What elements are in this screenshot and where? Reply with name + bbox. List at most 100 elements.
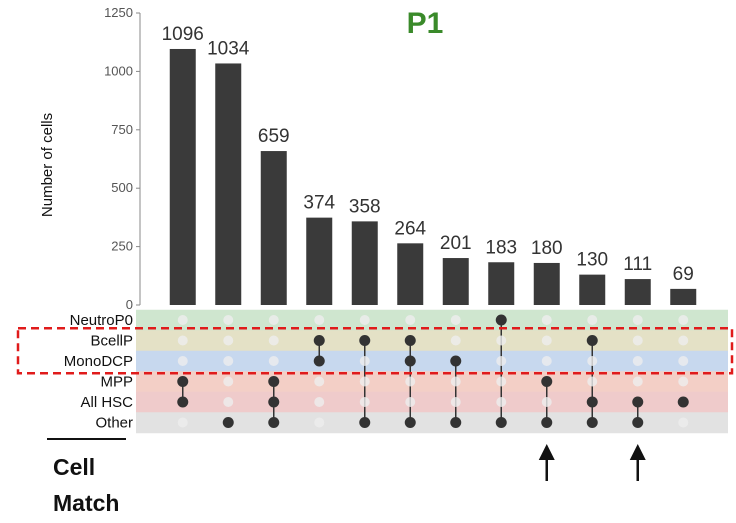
set-name-label: MonoDCP xyxy=(64,353,133,370)
y-tick-label: 1250 xyxy=(104,5,133,20)
y-tick-label: 1000 xyxy=(104,63,133,78)
intersection-matrix xyxy=(177,314,689,428)
matrix-dot-empty xyxy=(678,315,689,325)
matrix-dot-empty xyxy=(496,356,507,366)
bar xyxy=(670,288,697,305)
bar-value-label: 264 xyxy=(394,218,426,239)
set-names: NeutroP0 BcellP MonoDCP MPP All HSC Other xyxy=(64,312,133,432)
matrix-dot-empty xyxy=(632,356,643,366)
matrix-dot-empty xyxy=(314,397,325,407)
bar xyxy=(579,274,606,305)
matrix-dot-empty xyxy=(405,315,416,325)
matrix-dot-filled xyxy=(541,417,553,428)
matrix-dot-empty xyxy=(541,397,552,407)
matrix-dot-empty xyxy=(223,315,234,325)
matrix-dot-filled xyxy=(632,396,644,408)
matrix-dot-empty xyxy=(223,335,234,346)
highlight-box xyxy=(16,327,734,375)
matrix-dot-filled xyxy=(404,355,416,367)
matrix-dot-empty xyxy=(314,417,325,428)
matrix-dot-empty xyxy=(587,356,598,366)
matrix-dot-empty xyxy=(541,356,552,366)
matrix-dot-filled xyxy=(586,335,598,346)
matrix-dot-empty xyxy=(177,315,188,325)
bar-value-label: 69 xyxy=(673,264,694,285)
matrix-dot-empty xyxy=(632,315,643,325)
matrix-dot-empty xyxy=(587,376,598,387)
matrix-dot-empty xyxy=(359,356,370,366)
matrix-dot-filled xyxy=(177,396,189,408)
arrows xyxy=(538,444,646,481)
matrix-dot-empty xyxy=(177,417,188,428)
matrix-dot-empty xyxy=(632,376,643,387)
bar-value-label: 358 xyxy=(349,196,381,217)
y-tick-label: 750 xyxy=(111,122,133,137)
bar xyxy=(397,243,424,305)
bar xyxy=(533,262,560,305)
matrix-dot-empty xyxy=(223,397,234,407)
matrix-dot-filled xyxy=(268,417,280,428)
matrix-dot-filled xyxy=(586,396,598,408)
matrix-dot-filled xyxy=(495,417,507,428)
matrix-dot-empty xyxy=(405,376,416,387)
arrow-icon xyxy=(629,444,646,481)
y-axis-label: Number of cells xyxy=(39,113,56,217)
matrix-dot-filled xyxy=(586,417,598,428)
matrix-dot-empty xyxy=(450,376,461,387)
bar-value-label: 201 xyxy=(440,233,472,254)
bar-value-label: 374 xyxy=(303,193,335,214)
bar xyxy=(442,258,469,305)
y-tick-label: 500 xyxy=(111,180,133,195)
matrix-dot-empty xyxy=(359,397,370,407)
matrix-dot-empty xyxy=(541,315,552,325)
bar xyxy=(624,279,651,305)
matrix-dot-empty xyxy=(496,335,507,346)
matrix-dot-filled xyxy=(359,417,371,428)
matrix-dot-filled xyxy=(313,355,325,367)
matrix-dot-filled xyxy=(541,376,553,387)
matrix-dot-empty xyxy=(268,356,279,366)
set-name-label: MPP xyxy=(100,374,133,391)
matrix-dot-filled xyxy=(404,335,416,346)
matrix-dot-empty xyxy=(450,335,461,346)
matrix-dot-filled xyxy=(450,417,462,428)
set-name-label: All HSC xyxy=(80,394,133,411)
bar xyxy=(260,151,287,305)
matrix-row-bg xyxy=(136,309,728,331)
matrix-dot-filled xyxy=(495,314,507,326)
matrix-dot-empty xyxy=(405,397,416,407)
matrix-dot-empty xyxy=(450,315,461,325)
matrix-dot-empty xyxy=(496,376,507,387)
matrix-dot-empty xyxy=(177,356,188,366)
bar xyxy=(488,262,515,305)
bars xyxy=(169,48,697,306)
matrix-dot-empty xyxy=(268,315,279,325)
y-axis: 0 250 500 750 1000 1250 xyxy=(104,5,141,312)
matrix-dot-filled xyxy=(450,355,462,367)
matrix-row-bg xyxy=(136,330,728,352)
bar-value-label: 659 xyxy=(258,126,290,147)
matrix-dot-empty xyxy=(268,335,279,346)
matrix-dot-empty xyxy=(678,417,689,428)
matrix-dot-filled xyxy=(268,396,280,408)
matrix-dot-empty xyxy=(359,315,370,325)
matrix-dot-empty xyxy=(678,356,689,366)
set-name-label: Other xyxy=(95,415,133,432)
matrix-dot-empty xyxy=(587,315,598,325)
matrix-row-bg xyxy=(136,412,728,434)
bar xyxy=(169,48,196,306)
bar xyxy=(351,221,378,305)
chart-title: P1 xyxy=(407,7,444,40)
footer-label-line-1: Cell xyxy=(53,454,95,480)
bar-value-label: 180 xyxy=(531,238,563,259)
matrix-dot-empty xyxy=(678,335,689,346)
matrix-dot-filled xyxy=(677,396,689,408)
footer-label-line-2: Match xyxy=(53,490,119,516)
matrix-row-bg xyxy=(136,391,728,413)
matrix-dot-empty xyxy=(223,356,234,366)
y-tick-label: 250 xyxy=(111,239,133,254)
bar xyxy=(306,217,333,305)
matrix-dot-empty xyxy=(314,376,325,387)
